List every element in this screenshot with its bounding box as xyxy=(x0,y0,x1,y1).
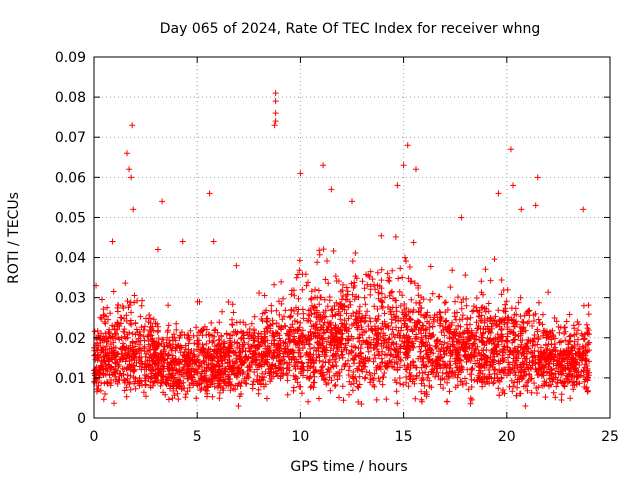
data-point xyxy=(320,162,327,169)
y-tick-label: 0.01 xyxy=(55,371,86,387)
data-point xyxy=(355,398,362,405)
data-point xyxy=(532,202,539,209)
data-point xyxy=(154,246,161,253)
data-point xyxy=(128,174,135,181)
data-point xyxy=(394,182,401,189)
data-point xyxy=(233,262,240,269)
data-point xyxy=(412,166,419,173)
x-axis-label: GPS time / hours xyxy=(290,459,407,475)
data-point xyxy=(129,122,136,129)
data-points xyxy=(91,90,593,409)
y-tick-label: 0.07 xyxy=(55,130,86,146)
plot-frame xyxy=(93,56,611,419)
data-point xyxy=(272,98,279,105)
data-point xyxy=(126,166,133,173)
data-point xyxy=(159,198,166,205)
data-point xyxy=(522,402,529,409)
data-point xyxy=(509,182,516,189)
y-tick-label: 0.06 xyxy=(55,170,86,186)
x-tick-label: 0 xyxy=(90,429,99,445)
y-tick-label: 0.08 xyxy=(55,90,86,106)
data-point-cloud xyxy=(91,232,593,407)
data-point xyxy=(210,238,217,245)
y-tick-label: 0.04 xyxy=(55,251,86,267)
data-point xyxy=(272,110,279,117)
data-point xyxy=(580,206,587,213)
y-tick-label: 0.05 xyxy=(55,210,86,226)
data-point xyxy=(271,122,278,129)
axes: 0 0.01 0.02 0.03 0.04 0.05 0.06 0.07 0.08 0.09 0 5 1… xyxy=(55,50,619,445)
data-point xyxy=(130,206,137,213)
y-tick-label: 0.03 xyxy=(55,291,86,307)
data-point xyxy=(303,282,310,289)
x-tick-label: 25 xyxy=(601,429,619,445)
chart-title: Day 065 of 2024, Rate Of TEC Index for r… xyxy=(160,21,540,37)
data-point xyxy=(349,198,355,205)
data-point xyxy=(400,162,407,169)
y-tick-label: 0 xyxy=(77,411,86,427)
data-point xyxy=(235,402,242,409)
data-point xyxy=(297,170,304,177)
data-point xyxy=(507,146,514,153)
y-tick-label: 0.09 xyxy=(55,50,86,66)
data-point xyxy=(404,142,411,149)
data-point xyxy=(206,190,213,197)
data-point xyxy=(518,206,525,213)
data-point xyxy=(534,174,541,181)
data-point xyxy=(124,150,131,157)
data-point xyxy=(458,214,465,221)
y-tick-label: 0.02 xyxy=(55,331,86,347)
x-tick-label: 5 xyxy=(193,429,202,445)
data-point xyxy=(328,186,335,193)
x-tick-label: 10 xyxy=(291,429,309,445)
x-tick-label: 15 xyxy=(395,429,413,445)
x-tick-label: 20 xyxy=(498,429,516,445)
data-point xyxy=(272,118,279,125)
data-point xyxy=(272,90,279,97)
data-point xyxy=(179,238,186,245)
data-point xyxy=(495,190,502,197)
data-point xyxy=(109,238,116,245)
y-axis-label: ROTI / TECUs xyxy=(6,192,22,284)
